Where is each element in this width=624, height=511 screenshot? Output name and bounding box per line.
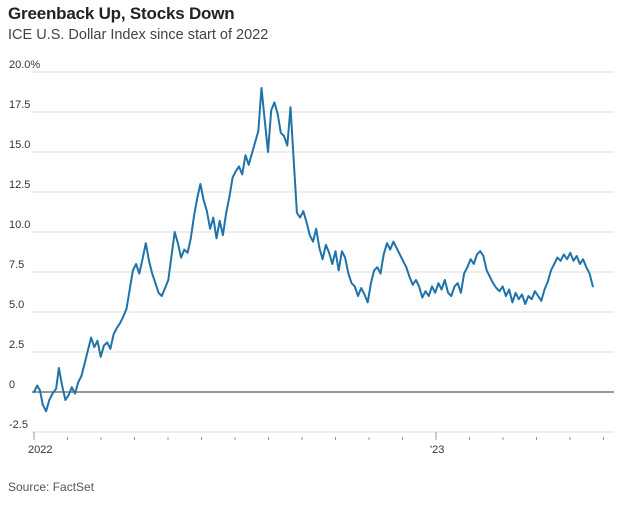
x-tick-label: '23 <box>430 444 444 456</box>
y-tick-label: 0 <box>9 379 15 391</box>
y-tick-label: 17.5 <box>9 99 30 111</box>
y-tick-label: 15.0 <box>9 139 30 151</box>
chart-source: Source: FactSet <box>8 480 95 494</box>
y-tick-label: 20.0% <box>9 59 40 71</box>
y-tick-label: -2.5 <box>9 419 28 431</box>
chart-subtitle: ICE U.S. Dollar Index since start of 202… <box>8 27 269 43</box>
y-tick-label: 12.5 <box>9 179 30 191</box>
y-tick-label: 5.0 <box>9 299 24 311</box>
y-tick-label: 7.5 <box>9 259 24 271</box>
chart-title: Greenback Up, Stocks Down <box>8 4 235 23</box>
y-tick-label: 2.5 <box>9 339 24 351</box>
dollar-index-line <box>33 87 594 413</box>
x-tick-label: 2022 <box>28 444 52 456</box>
y-tick-label: 10.0 <box>9 219 30 231</box>
